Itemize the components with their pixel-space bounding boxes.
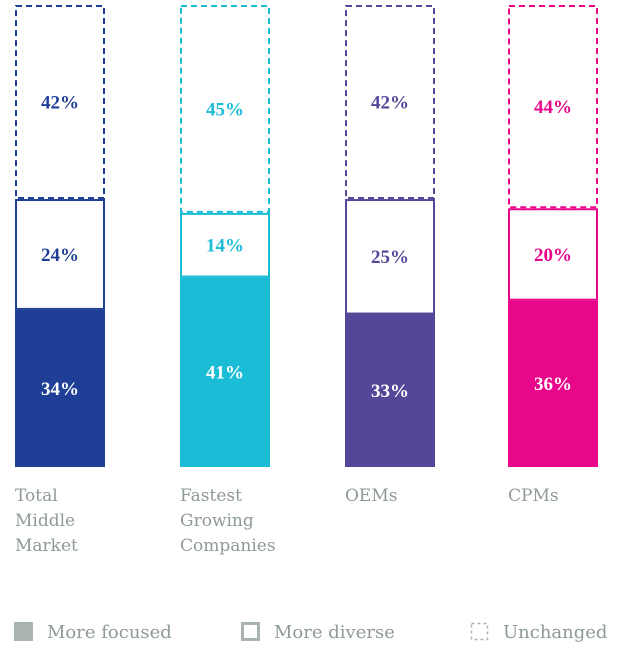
value-label: 42% <box>41 92 79 113</box>
value-label: 14% <box>206 236 244 257</box>
legend-swatch <box>241 622 260 641</box>
legend-swatch <box>14 622 33 641</box>
value-label: 34% <box>41 379 79 400</box>
legend-label: Unchanged <box>503 622 607 643</box>
bar-segment <box>180 277 270 467</box>
value-label: 44% <box>534 97 572 118</box>
bar-segment <box>180 212 270 278</box>
value-label: 33% <box>371 381 409 402</box>
category-label: OEMs <box>345 486 398 506</box>
bar-segment <box>15 5 105 200</box>
legend-label: More diverse <box>274 622 395 643</box>
bar-segment <box>345 5 435 200</box>
bar-segment <box>508 300 598 467</box>
bar-segment <box>345 199 435 315</box>
bar-segment <box>180 5 270 213</box>
bar-segment <box>15 309 105 467</box>
value-label: 36% <box>534 374 572 395</box>
category-label: Fastest Growing Companies <box>180 486 276 556</box>
value-label: 25% <box>371 247 409 268</box>
value-label: 24% <box>41 245 79 266</box>
value-label: 41% <box>206 363 244 384</box>
category-label: CPMs <box>508 486 559 506</box>
value-label: 42% <box>371 92 409 113</box>
category-label: Total Middle Market <box>15 486 78 556</box>
bar-segment <box>15 199 105 310</box>
bar-segment <box>508 208 598 301</box>
value-label: 20% <box>534 245 572 266</box>
legend-label: More focused <box>47 622 172 643</box>
bar-segment <box>345 314 435 467</box>
legend-swatch <box>470 622 489 641</box>
bar-segment <box>508 5 598 209</box>
value-label: 45% <box>206 99 244 120</box>
